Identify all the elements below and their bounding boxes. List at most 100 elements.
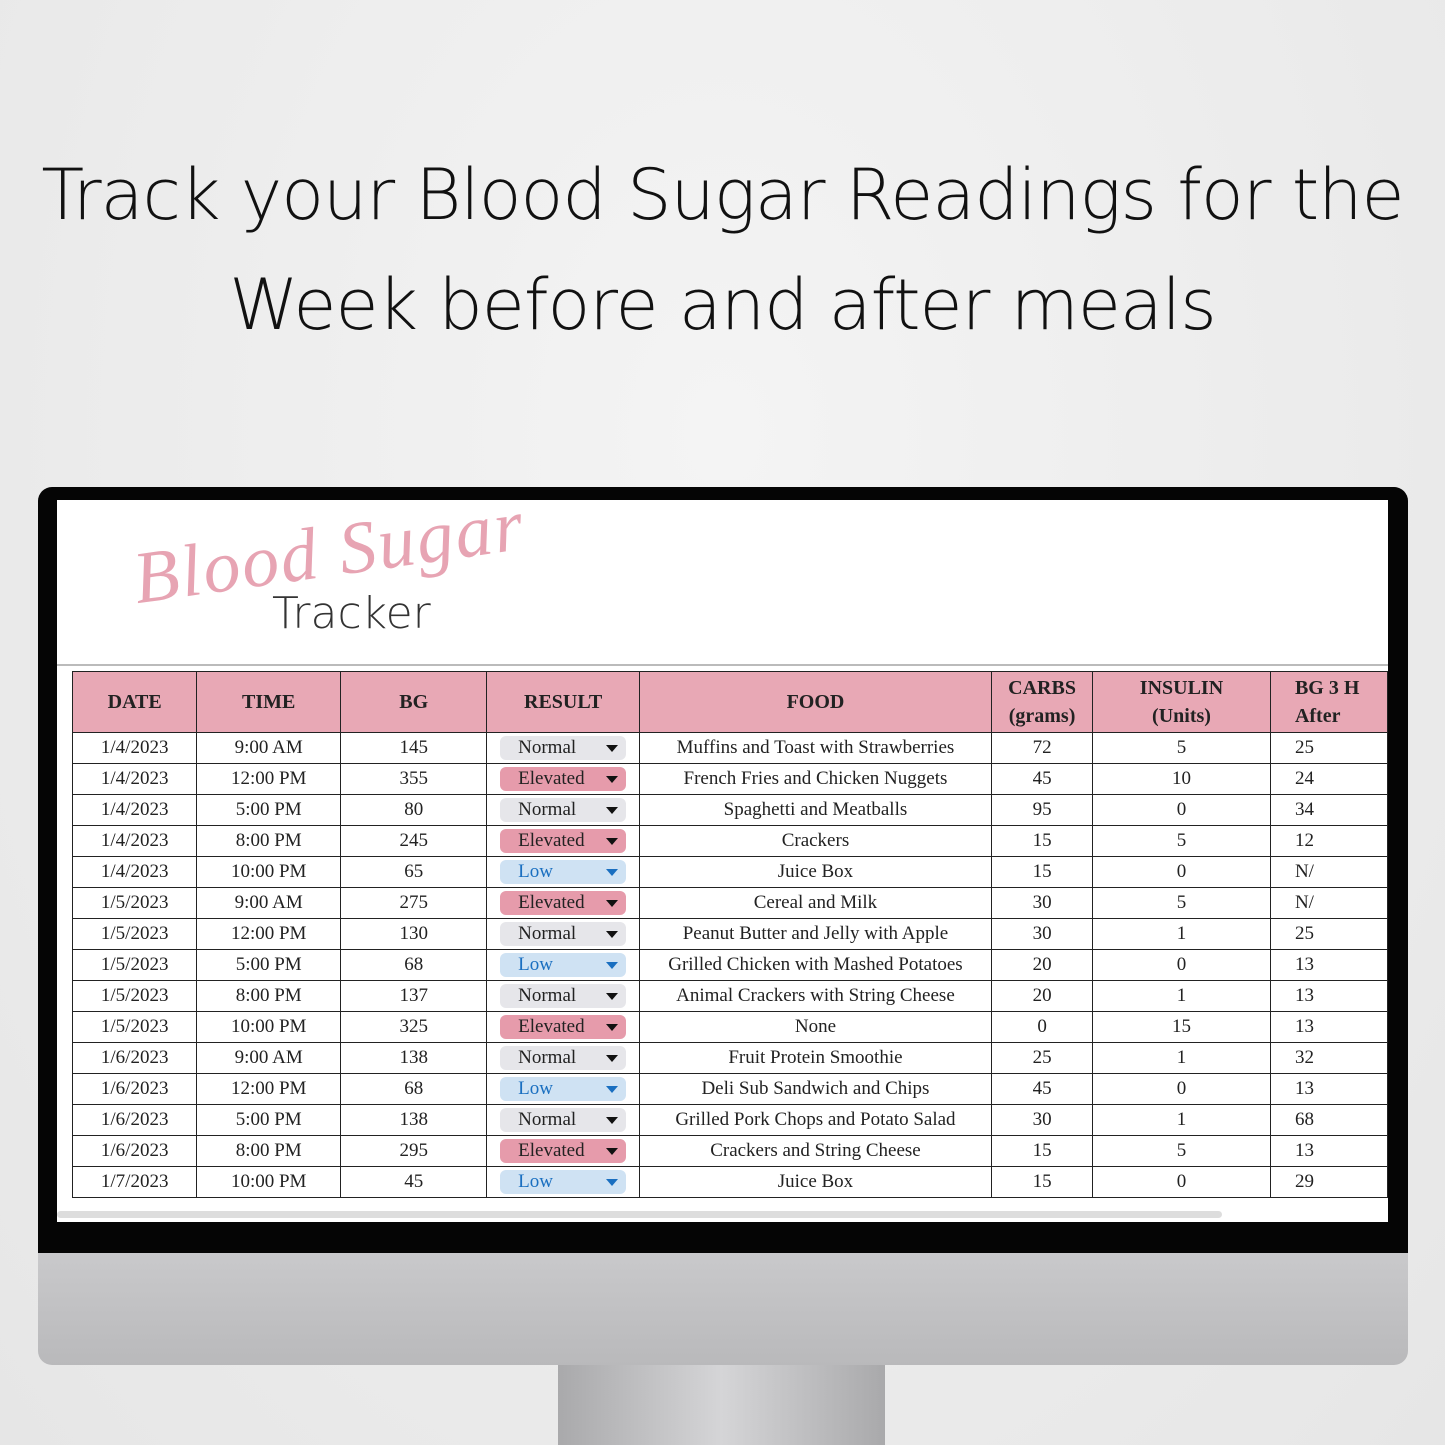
cell: 1/4/2023 [71,856,198,888]
cell: 15 [991,825,1094,857]
cell: 1/5/2023 [71,949,198,981]
cell: Grilled Chicken with Mashed Potatoes [638,949,993,981]
result-cell: Low [486,856,640,888]
table-row: 1/5/2023 5:00 PM 68 Low Grilled Chicken with… [71,949,1388,981]
result-dropdown[interactable]: Low [500,1077,627,1101]
scrollbar[interactable] [57,1211,1222,1218]
dropdown-arrow [606,899,619,907]
table-row: 1/4/2023 9:00 AM 145 Normal Muffins and Toas… [71,732,1388,764]
cell: 1/7/2023 [71,1166,198,1198]
cell: 0 [1092,794,1271,826]
result-dropdown[interactable]: Low [500,860,627,884]
cell: 1/5/2023 [71,1011,198,1043]
column-header: BG 3 H After [1269,671,1388,733]
cell: 12 [1269,825,1388,857]
cell: 1/5/2023 [71,887,198,919]
table-row: 1/6/2023 8:00 PM 295 Elevated Crackers and S… [71,1135,1388,1167]
cell: 8:00 PM [196,825,342,857]
divider [57,664,1388,666]
result-dropdown[interactable]: Elevated [500,829,627,853]
cell: 1/5/2023 [71,980,198,1012]
result-dropdown[interactable]: Elevated [500,1015,627,1039]
cell: 5:00 PM [196,794,342,826]
result-text: Elevated [518,768,585,789]
cell: 32 [1269,1042,1388,1074]
result-text: Low [518,1078,553,1099]
cell: 1/6/2023 [71,1073,198,1105]
result-dropdown[interactable]: Low [500,1170,627,1194]
cell: 68 [340,949,488,981]
dropdown-arrow [606,806,619,814]
cell: 145 [340,732,488,764]
cell: 0 [1092,1166,1271,1198]
result-cell: Elevated [486,825,640,857]
result-dropdown[interactable]: Normal [500,922,627,946]
cell: Fruit Protein Smoothie [638,1042,993,1074]
cell: Juice Box [638,856,993,888]
cell: 12:00 PM [196,918,342,950]
result-text: Low [518,954,553,975]
result-dropdown[interactable]: Normal [500,1046,627,1070]
cell: 20 [991,980,1094,1012]
result-dropdown[interactable]: Normal [500,1108,627,1132]
column-header: BG [340,671,488,733]
table-row: 1/4/2023 8:00 PM 245 Elevated Crackers 15 5 12 [71,825,1388,857]
cell: 1/6/2023 [71,1104,198,1136]
monitor-chin [38,1253,1408,1365]
result-cell: Normal [486,732,640,764]
cell: 80 [340,794,488,826]
cell: 15 [991,1166,1094,1198]
cell: 5:00 PM [196,949,342,981]
cell: 1/6/2023 [71,1135,198,1167]
dropdown-arrow [606,930,619,938]
result-dropdown[interactable]: Normal [500,798,627,822]
result-dropdown[interactable]: Low [500,953,627,977]
cell: 45 [991,1073,1094,1105]
result-cell: Elevated [486,763,640,795]
cell: None [638,1011,993,1043]
header-line: BG 3 H [1294,677,1360,699]
result-text: Elevated [518,1016,585,1037]
cell: 137 [340,980,488,1012]
cell: Juice Box [638,1166,993,1198]
cell: 10:00 PM [196,1011,342,1043]
cell: French Fries and Chicken Nuggets [638,763,993,795]
tracker-table: DATE TIME BG RESULT FOOD CARBS (grams) INSULIN (… [71,671,1388,1198]
cell: 8:00 PM [196,980,342,1012]
cell: 10 [1092,763,1271,795]
result-cell: Low [486,1073,640,1105]
result-text: Low [518,861,553,882]
cell: 8:00 PM [196,1135,342,1167]
cell: Crackers and String Cheese [638,1135,993,1167]
headline: Track your Blood Sugar Readings for the … [41,154,1404,346]
header-line: DATE [107,691,162,713]
cell: 5:00 PM [196,1104,342,1136]
cell: 12:00 PM [196,763,342,795]
header-line: (Units) [1152,705,1211,727]
cell: 25 [1269,732,1388,764]
cell: 15 [991,856,1094,888]
cell: 13 [1269,1073,1388,1105]
cell: 0 [1092,856,1271,888]
cell: 30 [991,887,1094,919]
header-line: FOOD [786,691,845,713]
result-dropdown[interactable]: Elevated [500,767,627,791]
result-dropdown[interactable]: Normal [500,736,627,760]
cell: 275 [340,887,488,919]
cell: 5 [1092,732,1271,764]
cell: 25 [991,1042,1094,1074]
cell: Spaghetti and Meatballs [638,794,993,826]
cell: 45 [340,1166,488,1198]
result-dropdown[interactable]: Elevated [500,1139,627,1163]
dropdown-arrow [606,992,619,1000]
result-text: Elevated [518,892,585,913]
cell: 45 [991,763,1094,795]
cell: 9:00 AM [196,887,342,919]
cell: 138 [340,1042,488,1074]
result-dropdown[interactable]: Normal [500,984,627,1008]
result-dropdown[interactable]: Elevated [500,891,627,915]
cell: 30 [991,1104,1094,1136]
cell: 9:00 AM [196,1042,342,1074]
cell: 5 [1092,887,1271,919]
cell: 68 [340,1073,488,1105]
